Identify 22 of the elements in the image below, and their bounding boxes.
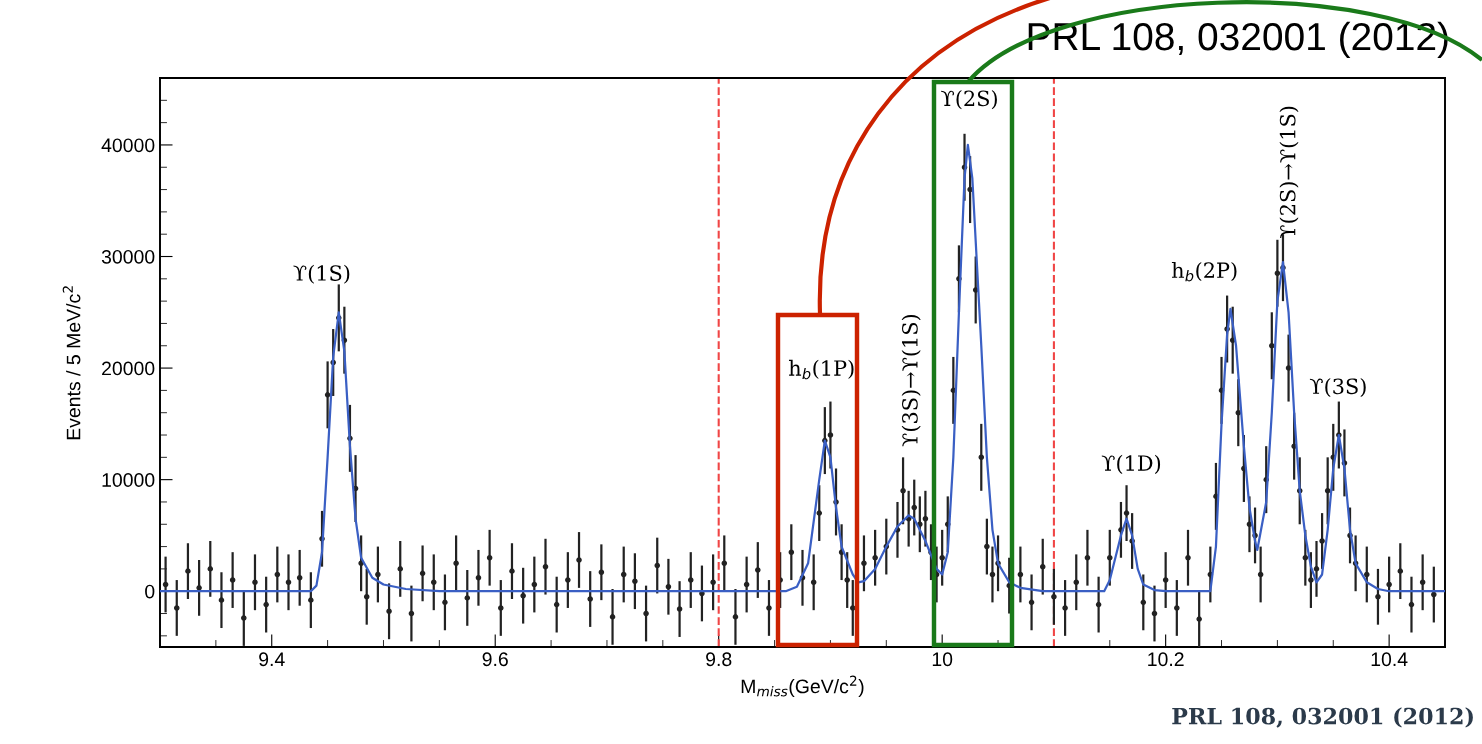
x-axis-title: M$_{miss}$(GeV/c$^{2}$) <box>741 675 864 698</box>
annotation: h$_{b}$(1P) <box>788 359 854 380</box>
y-tick-label: 10000 <box>102 473 155 487</box>
annotation: ϒ(2S) <box>941 90 997 110</box>
annotation: ϒ(1D) <box>1101 454 1161 474</box>
x-tick-label: 10.2 <box>1148 652 1184 667</box>
annotation: h$_{b}$(2P) <box>1171 261 1237 282</box>
x-tick-label: 10.4 <box>1371 652 1408 667</box>
y-tick-label: 40000 <box>101 138 155 153</box>
annotation: ϒ(3S) <box>1309 378 1366 398</box>
y-tick-label: 30000 <box>101 249 155 264</box>
x-tick-label: 10 <box>932 652 953 667</box>
y-tick-label: 20000 <box>102 361 155 376</box>
x-tick-label: 9.4 <box>259 652 285 667</box>
y-axis-title: Events / 5 MeV/c$^{2}$ <box>62 286 81 440</box>
text: PRL 108, 032001 (2012) <box>1172 707 1473 728</box>
annotation: ϒ(1S) <box>293 264 350 284</box>
y-tick-label: 0 <box>145 584 155 599</box>
x-tick-label: 9.8 <box>706 652 732 667</box>
annotation: ϒ(2S)→ϒ(1S) <box>1279 106 1299 239</box>
annotation: ϒ(3S)→ϒ(1S) <box>901 314 921 447</box>
x-tick-label: 9.6 <box>482 652 508 667</box>
